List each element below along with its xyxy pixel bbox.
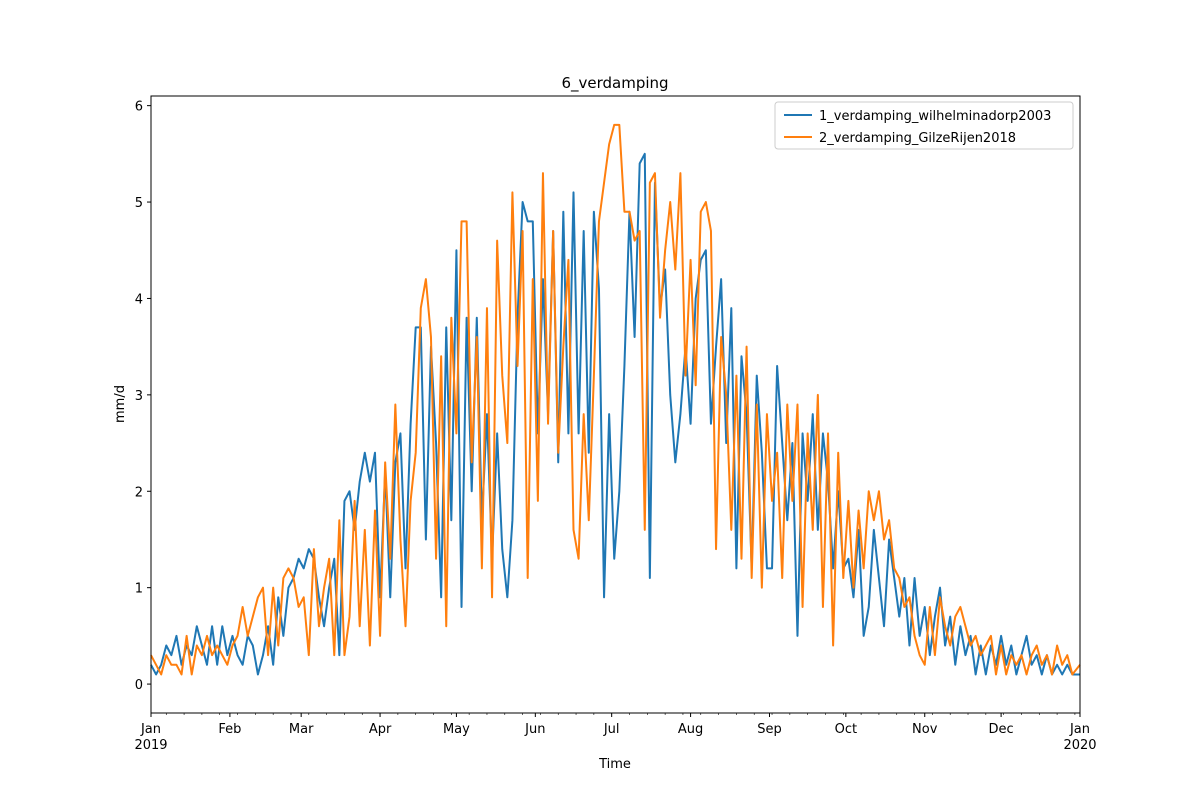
y-tick-label: 5 [135, 196, 143, 211]
x-tick-label: Jul [603, 722, 620, 737]
legend-frame [774, 101, 1074, 150]
series-line-1 [150, 152, 1080, 676]
plot-area-frame [150, 95, 1081, 714]
legend: 1_verdamping_wilhelminadorp2003 2_verdam… [774, 101, 1074, 150]
x-tick-label: Sep [757, 722, 782, 737]
series-line-2 [150, 123, 1081, 676]
y-axis: 0 1 2 3 4 5 6 [135, 100, 151, 693]
x-tick-year-label: 2019 [134, 738, 167, 753]
chart-title: 6_verdamping [561, 74, 668, 93]
x-tick-year-label: 2020 [1063, 738, 1096, 753]
y-tick-label: 2 [135, 485, 143, 500]
x-tick-label: Jan [1069, 722, 1090, 737]
series-layer [150, 123, 1081, 676]
x-tick-label: Nov [912, 722, 938, 737]
x-tick-label: Jan [140, 722, 161, 737]
x-tick-label: Mar [289, 722, 314, 737]
x-tick-label: Feb [218, 722, 241, 737]
y-axis-label: mm/d [113, 385, 128, 423]
x-tick-label: Aug [678, 722, 703, 737]
x-tick-label: Jun [524, 722, 545, 737]
x-axis-label: Time [598, 757, 631, 772]
y-tick-label: 0 [135, 678, 143, 693]
y-tick-label: 1 [135, 582, 143, 597]
y-tick-label: 3 [135, 389, 143, 404]
y-tick-label: 6 [135, 100, 143, 115]
x-tick-label: Apr [369, 722, 392, 737]
x-tick-label: May [443, 722, 470, 737]
x-tick-label: Dec [989, 722, 1014, 737]
x-tick-label: Oct [835, 722, 857, 737]
legend-label-series-1: 1_verdamping_wilhelminadorp2003 [819, 109, 1051, 124]
y-tick-label: 4 [135, 292, 143, 307]
legend-label-series-2: 2_verdamping_GilzeRijen2018 [819, 131, 1016, 146]
